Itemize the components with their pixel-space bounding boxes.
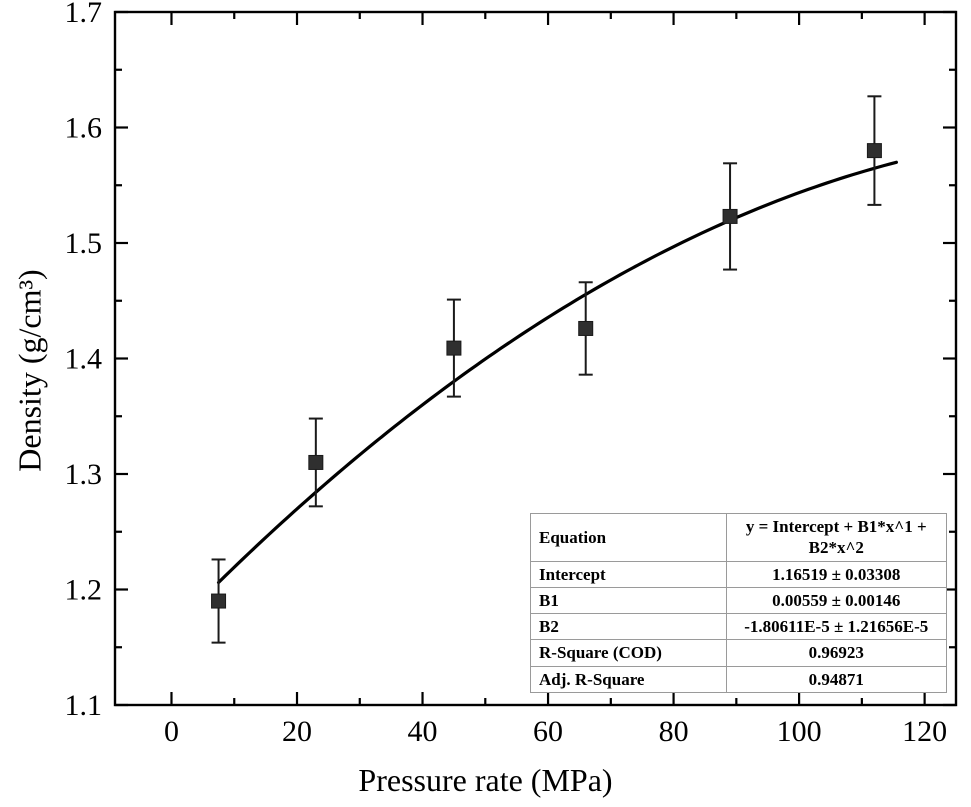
stats-table-row: R-Square (COD) 0.96923 bbox=[530, 639, 948, 667]
data-point-marker bbox=[722, 208, 738, 224]
stats-row-label: R-Square (COD) bbox=[530, 639, 727, 667]
x-tick-label: 100 bbox=[777, 715, 822, 748]
x-axis-title: Pressure rate (MPa) bbox=[358, 762, 613, 798]
stats-row-value: y = Intercept + B1*x^1 + B2*x^2 bbox=[725, 513, 948, 562]
stats-row-value: 0.96923 bbox=[725, 639, 948, 667]
y-tick-label: 1.6 bbox=[65, 112, 103, 145]
stats-row-label: B1 bbox=[530, 586, 727, 615]
y-tick-label: 1.4 bbox=[65, 343, 103, 376]
data-point-marker bbox=[446, 340, 462, 356]
y-tick-label: 1.1 bbox=[65, 689, 103, 722]
stats-table-row: Equation y = Intercept + B1*x^1 + B2*x^2 bbox=[530, 513, 948, 562]
stats-table-row: Intercept 1.16519 ± 0.03308 bbox=[530, 560, 948, 588]
x-tick-label: 60 bbox=[533, 715, 563, 748]
data-point-marker bbox=[211, 593, 227, 609]
x-tick-label: 80 bbox=[659, 715, 689, 748]
data-point-marker bbox=[578, 320, 594, 336]
stats-table-row: B1 0.00559 ± 0.00146 bbox=[530, 586, 948, 615]
y-tick-label: 1.3 bbox=[65, 458, 103, 491]
stats-row-label: B2 bbox=[530, 612, 727, 641]
stats-table-row: Adj. R-Square 0.94871 bbox=[530, 665, 948, 693]
stats-row-value: -1.80611E-5 ± 1.21656E-5 bbox=[725, 612, 948, 641]
y-tick-label: 1.2 bbox=[65, 574, 103, 607]
data-point-marker bbox=[866, 143, 882, 159]
stats-row-label: Intercept bbox=[530, 560, 727, 588]
stats-row-value: 1.16519 ± 0.03308 bbox=[725, 560, 948, 588]
stats-row-label: Adj. R-Square bbox=[530, 665, 727, 693]
x-tick-label: 40 bbox=[408, 715, 438, 748]
fit-stats-table: Equation y = Intercept + B1*x^1 + B2*x^2 I… bbox=[530, 513, 948, 693]
x-tick-label: 0 bbox=[164, 715, 179, 748]
y-tick-label: 1.7 bbox=[65, 0, 103, 29]
x-tick-label: 20 bbox=[282, 715, 312, 748]
x-tick-label: 120 bbox=[902, 715, 947, 748]
y-axis-title: Density (g/cm³) bbox=[11, 269, 48, 472]
stats-row-label: Equation bbox=[530, 513, 727, 562]
y-tick-label: 1.5 bbox=[65, 227, 103, 260]
fit-curve bbox=[216, 160, 898, 585]
data-point-marker bbox=[308, 454, 324, 470]
stats-row-value: 0.94871 bbox=[725, 665, 948, 693]
stats-row-value: 0.00559 ± 0.00146 bbox=[725, 586, 948, 615]
stats-table-row: B2 -1.80611E-5 ± 1.21656E-5 bbox=[530, 612, 948, 641]
